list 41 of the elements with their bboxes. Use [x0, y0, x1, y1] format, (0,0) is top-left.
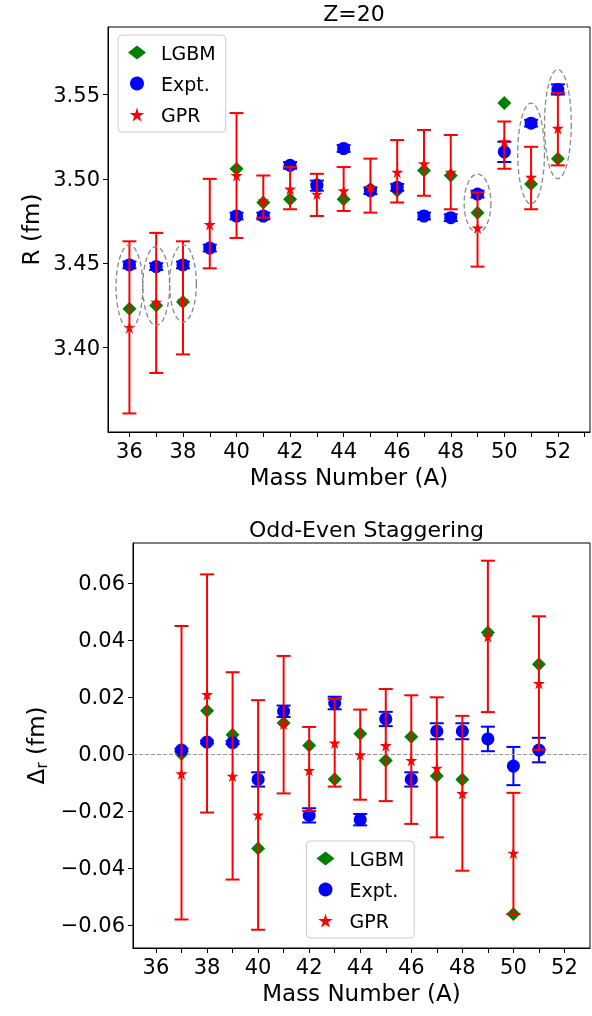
- y-tick-label: 3.50: [53, 166, 100, 191]
- x-tick-label: 50: [500, 954, 527, 979]
- x-tick-label: 42: [295, 954, 323, 979]
- x-tick-label: 46: [383, 438, 411, 463]
- x-tick-label: 38: [193, 954, 221, 979]
- chart-title: Odd-Even Staggering: [248, 516, 485, 542]
- legend-label: LGBM: [349, 847, 405, 870]
- x-axis-title: Mass Number (A): [249, 464, 449, 491]
- x-tick-label: 44: [346, 954, 374, 979]
- y-tick-label: 0.02: [78, 685, 125, 710]
- x-tick-label: 46: [397, 954, 425, 979]
- x-tick-label: 36: [116, 438, 143, 463]
- y-tick-label: 3.55: [53, 82, 100, 107]
- y-tick-label: −0.04: [60, 856, 125, 881]
- y-tick-label: 3.40: [53, 335, 100, 360]
- x-tick-label: 52: [551, 954, 578, 979]
- y-tick-label: 0.06: [78, 570, 125, 595]
- legend-label: Expt.: [161, 72, 210, 95]
- x-tick-label: 52: [544, 438, 572, 463]
- x-tick-label: 40: [244, 954, 272, 979]
- x-axis-title: Mass Number (A): [262, 980, 461, 1007]
- legend-label: LGBM: [161, 41, 216, 64]
- y-tick-label: 0.00: [78, 742, 125, 767]
- legend-label: Expt.: [349, 878, 399, 901]
- x-tick-label: 48: [437, 438, 465, 463]
- y-tick-label: 0.04: [78, 627, 125, 652]
- chart-title: Z=20: [323, 0, 385, 26]
- y-axis-title: Δr (fm): [22, 706, 52, 785]
- y-tick-label: −0.06: [60, 913, 125, 938]
- x-tick-label: 50: [490, 438, 518, 463]
- x-tick-label: 38: [169, 438, 197, 463]
- y-tick-label: −0.02: [60, 799, 125, 824]
- legend-label: GPR: [161, 103, 201, 126]
- x-tick-label: 48: [448, 954, 476, 979]
- x-tick-label: 36: [142, 954, 170, 979]
- x-tick-label: 44: [330, 438, 358, 463]
- x-tick-label: 42: [276, 438, 304, 463]
- y-axis-title: R (fm): [17, 193, 44, 266]
- y-tick-label: 3.45: [53, 251, 100, 276]
- legend-label: GPR: [349, 909, 389, 932]
- x-tick-label: 40: [223, 438, 250, 463]
